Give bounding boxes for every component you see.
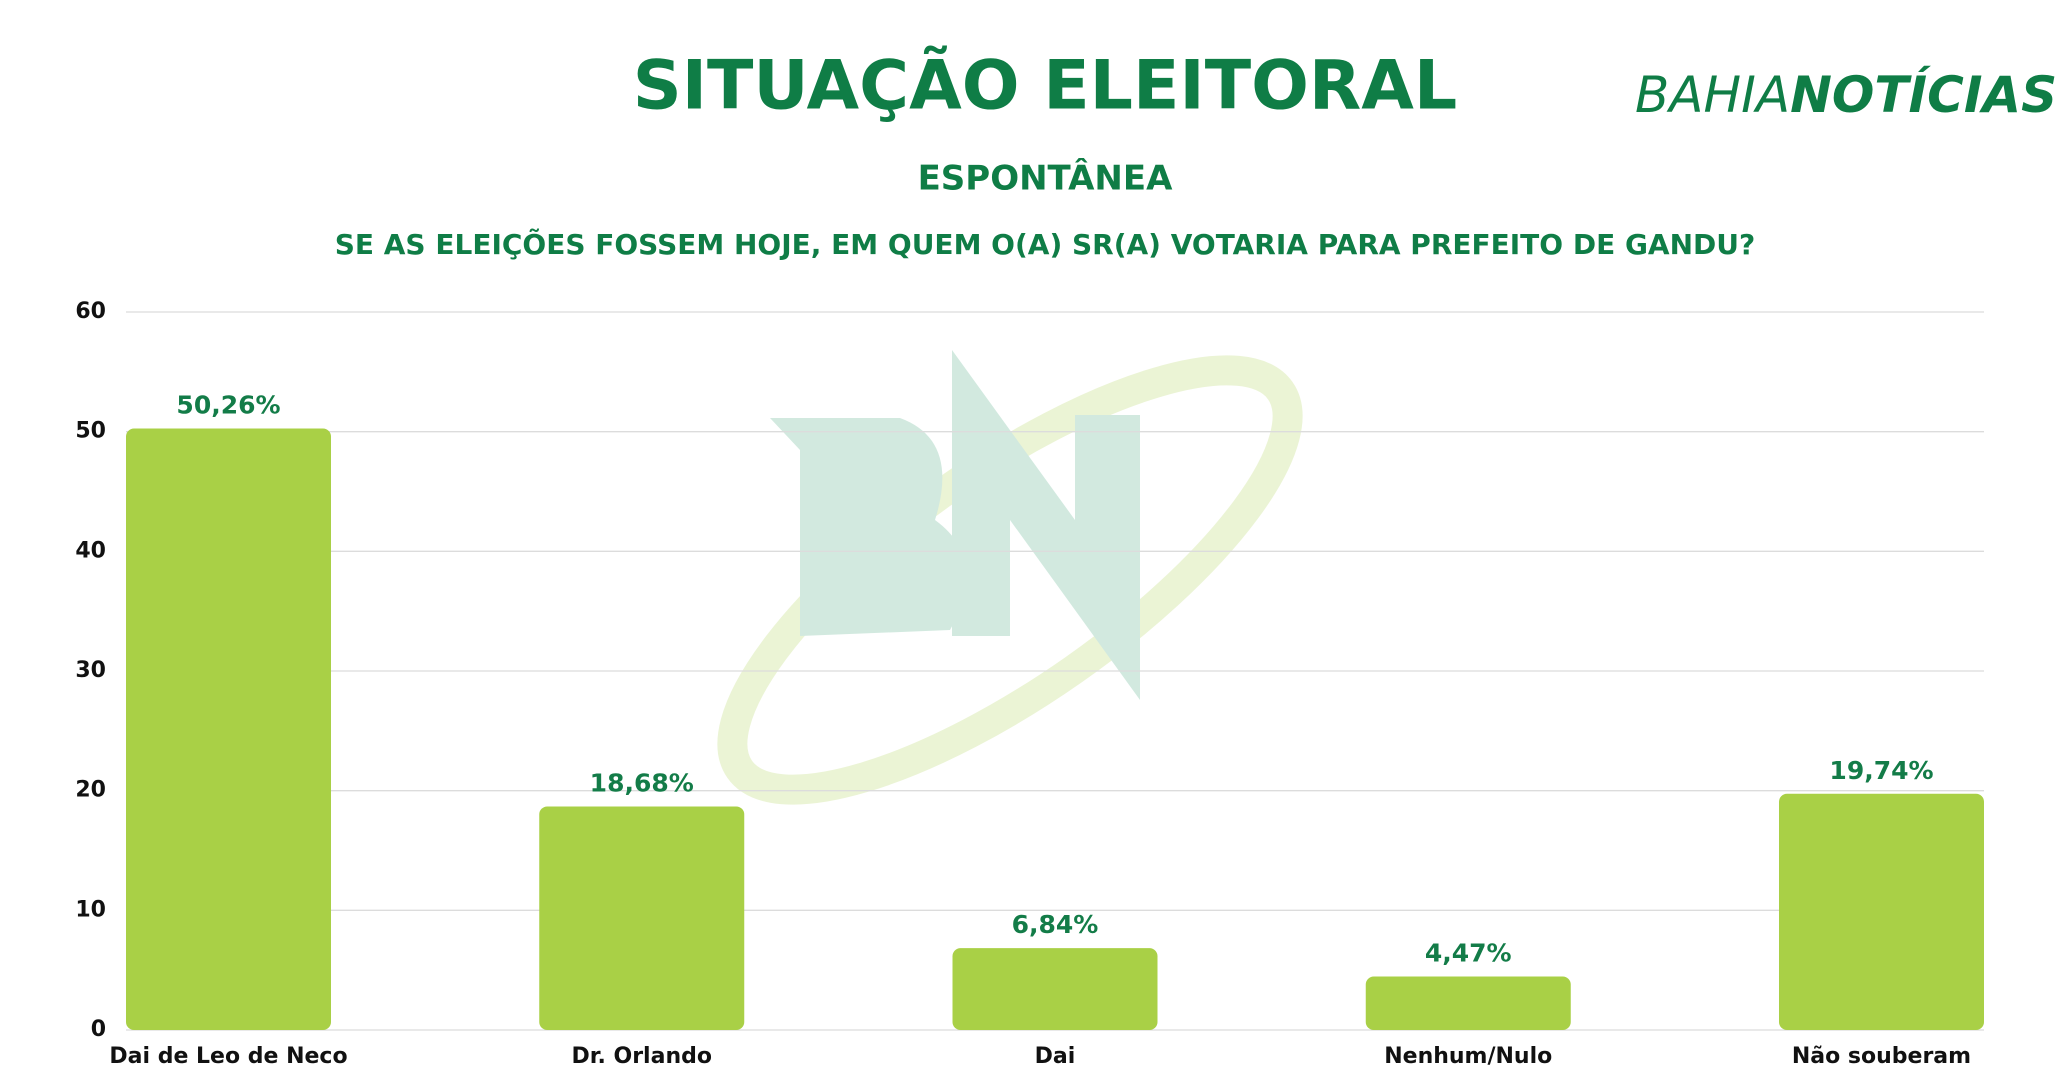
y-tick-label: 10 [75,897,106,922]
y-tick-label: 40 [75,538,106,563]
chart-title: SITUAÇÃO ELEITORAL [633,46,1457,126]
y-tick-label: 20 [75,778,106,803]
chart-subtitle: ESPONTÂNEA [918,158,1174,199]
logo-part: BAHIA [1635,66,1790,124]
value-label: 4,47% [1425,939,1512,968]
value-label: 19,74% [1829,756,1933,785]
bar [1779,793,1984,1030]
bar [126,428,331,1031]
x-tick-label: Nenhum/Nulo [1384,1044,1552,1069]
watermark [717,350,1303,805]
chart-question: SE AS ELEIÇÕES FOSSEM HOJE, EM QUEM O(A)… [335,227,1756,261]
logo-part: NOTÍCIAS [1790,65,2057,124]
value-label: 18,68% [590,768,694,797]
y-tick-label: 30 [75,658,106,683]
y-tick-label: 60 [75,299,106,324]
y-tick-label: 50 [75,419,106,444]
x-tick-label: Não souberam [1792,1044,1971,1069]
y-tick-label: 0 [91,1017,106,1042]
bar [1365,976,1571,1030]
value-label: 6,84% [1012,910,1099,939]
x-tick-label: Dai de Leo de Neco [109,1044,347,1069]
logo: BAHIANOTÍCIAS [1635,65,2057,124]
x-tick-label: Dai [1035,1044,1076,1069]
value-label: 50,26% [176,391,280,420]
bar [952,948,1158,1030]
bar [539,806,745,1030]
x-tick-label: Dr. Orlando [572,1044,712,1069]
